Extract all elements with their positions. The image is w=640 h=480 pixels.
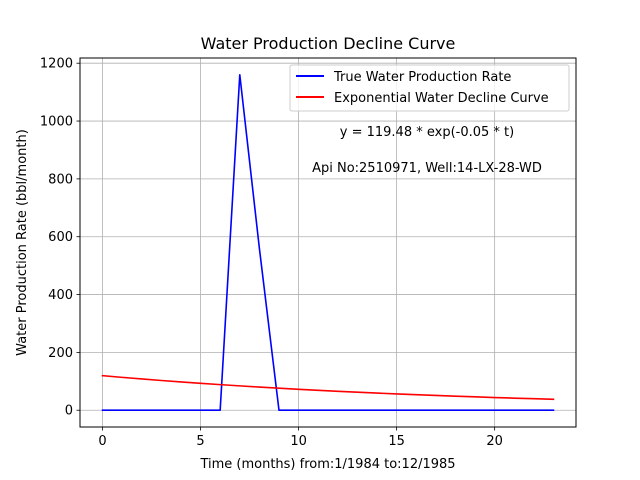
equation-annotation: y = 119.48 * exp(-0.05 * t) <box>340 125 514 140</box>
legend-label-true-water: True Water Production Rate <box>333 70 511 85</box>
y-axis-label: Water Production Rate (bbl/month) <box>15 129 30 356</box>
x-tick-label: 20 <box>486 434 503 449</box>
y-tick-label: 800 <box>48 172 73 187</box>
legend: True Water Production Rate Exponential W… <box>289 64 570 112</box>
x-tick-label: 15 <box>388 434 405 449</box>
grid <box>80 58 576 427</box>
y-tick-label: 0 <box>65 404 73 419</box>
x-tick-label: 0 <box>98 434 106 449</box>
series-group <box>101 73 555 412</box>
x-axis-label: Time (months) from:1/1984 to:12/1985 <box>199 457 455 472</box>
well-annotation: Api No:2510971, Well:14-LX-28-WD <box>312 161 542 176</box>
x-tick-label: 5 <box>196 434 204 449</box>
y-tick-label: 1200 <box>40 57 73 72</box>
series-exponential-line <box>101 374 555 401</box>
y-tick-label: 1000 <box>40 115 73 130</box>
y-tick-label: 600 <box>48 230 73 245</box>
x-tick-label: 10 <box>290 434 307 449</box>
plot-frame <box>79 57 577 428</box>
y-tick-label: 400 <box>48 288 73 303</box>
y-tick-label: 200 <box>48 346 73 361</box>
chart-title: Water Production Decline Curve <box>201 34 456 53</box>
series-true-water-line <box>101 73 555 412</box>
legend-label-exponential: Exponential Water Decline Curve <box>334 91 549 106</box>
legend-box <box>289 64 570 112</box>
